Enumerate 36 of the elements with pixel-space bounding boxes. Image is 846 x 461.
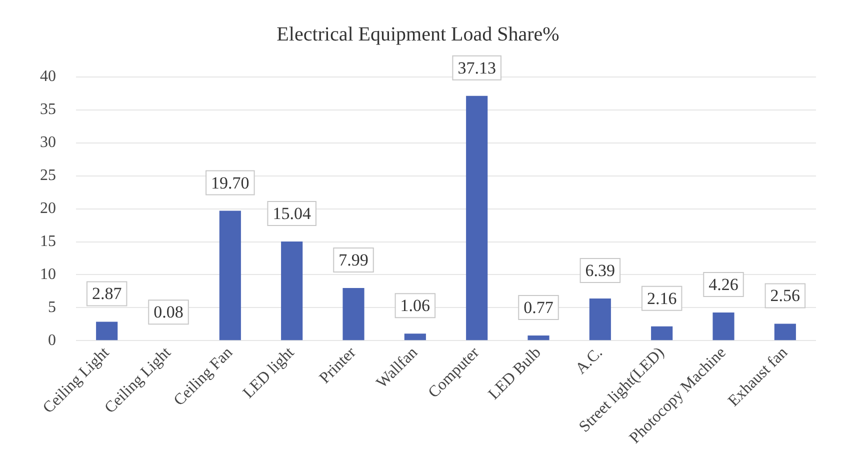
x-tick-label: A.C.	[572, 344, 606, 378]
data-label: 19.70	[211, 173, 250, 192]
y-tick-label: 0	[48, 332, 56, 349]
data-label: 37.13	[458, 58, 496, 78]
x-tick-label: LED light	[240, 344, 298, 402]
data-label: 15.04	[272, 204, 312, 223]
data-label: 4.26	[708, 275, 738, 294]
data-label: 6.39	[585, 260, 616, 280]
bar	[589, 298, 611, 340]
x-tick-label: LED Bulb	[485, 344, 544, 404]
bar	[342, 288, 364, 340]
data-label: 1.06	[400, 296, 430, 316]
data-label: 2.87	[92, 284, 122, 304]
y-tick-label: 30	[40, 134, 56, 152]
bar	[219, 210, 241, 340]
data-label: 7.99	[338, 250, 368, 270]
bar	[774, 324, 796, 340]
bar	[281, 241, 303, 340]
bar	[528, 336, 550, 340]
y-tick-label: 10	[40, 266, 56, 283]
y-tick-label: 15	[40, 232, 56, 250]
bar	[96, 322, 118, 340]
y-tick-label: 35	[40, 101, 56, 118]
data-label: 2.56	[770, 286, 800, 306]
data-label: 0.77	[524, 298, 554, 318]
y-tick-label: 20	[40, 200, 56, 218]
data-label: 0.08	[154, 302, 184, 322]
y-tick-label: 40	[40, 68, 56, 86]
bar	[466, 96, 488, 340]
bar	[712, 312, 734, 340]
data-label: 2.16	[646, 288, 677, 308]
chart-title: Electrical Equipment Load Share%	[276, 23, 560, 46]
bar	[651, 326, 673, 340]
bar	[404, 334, 426, 340]
y-tick-label: 25	[40, 167, 56, 184]
y-tick-label: 5	[48, 298, 56, 316]
